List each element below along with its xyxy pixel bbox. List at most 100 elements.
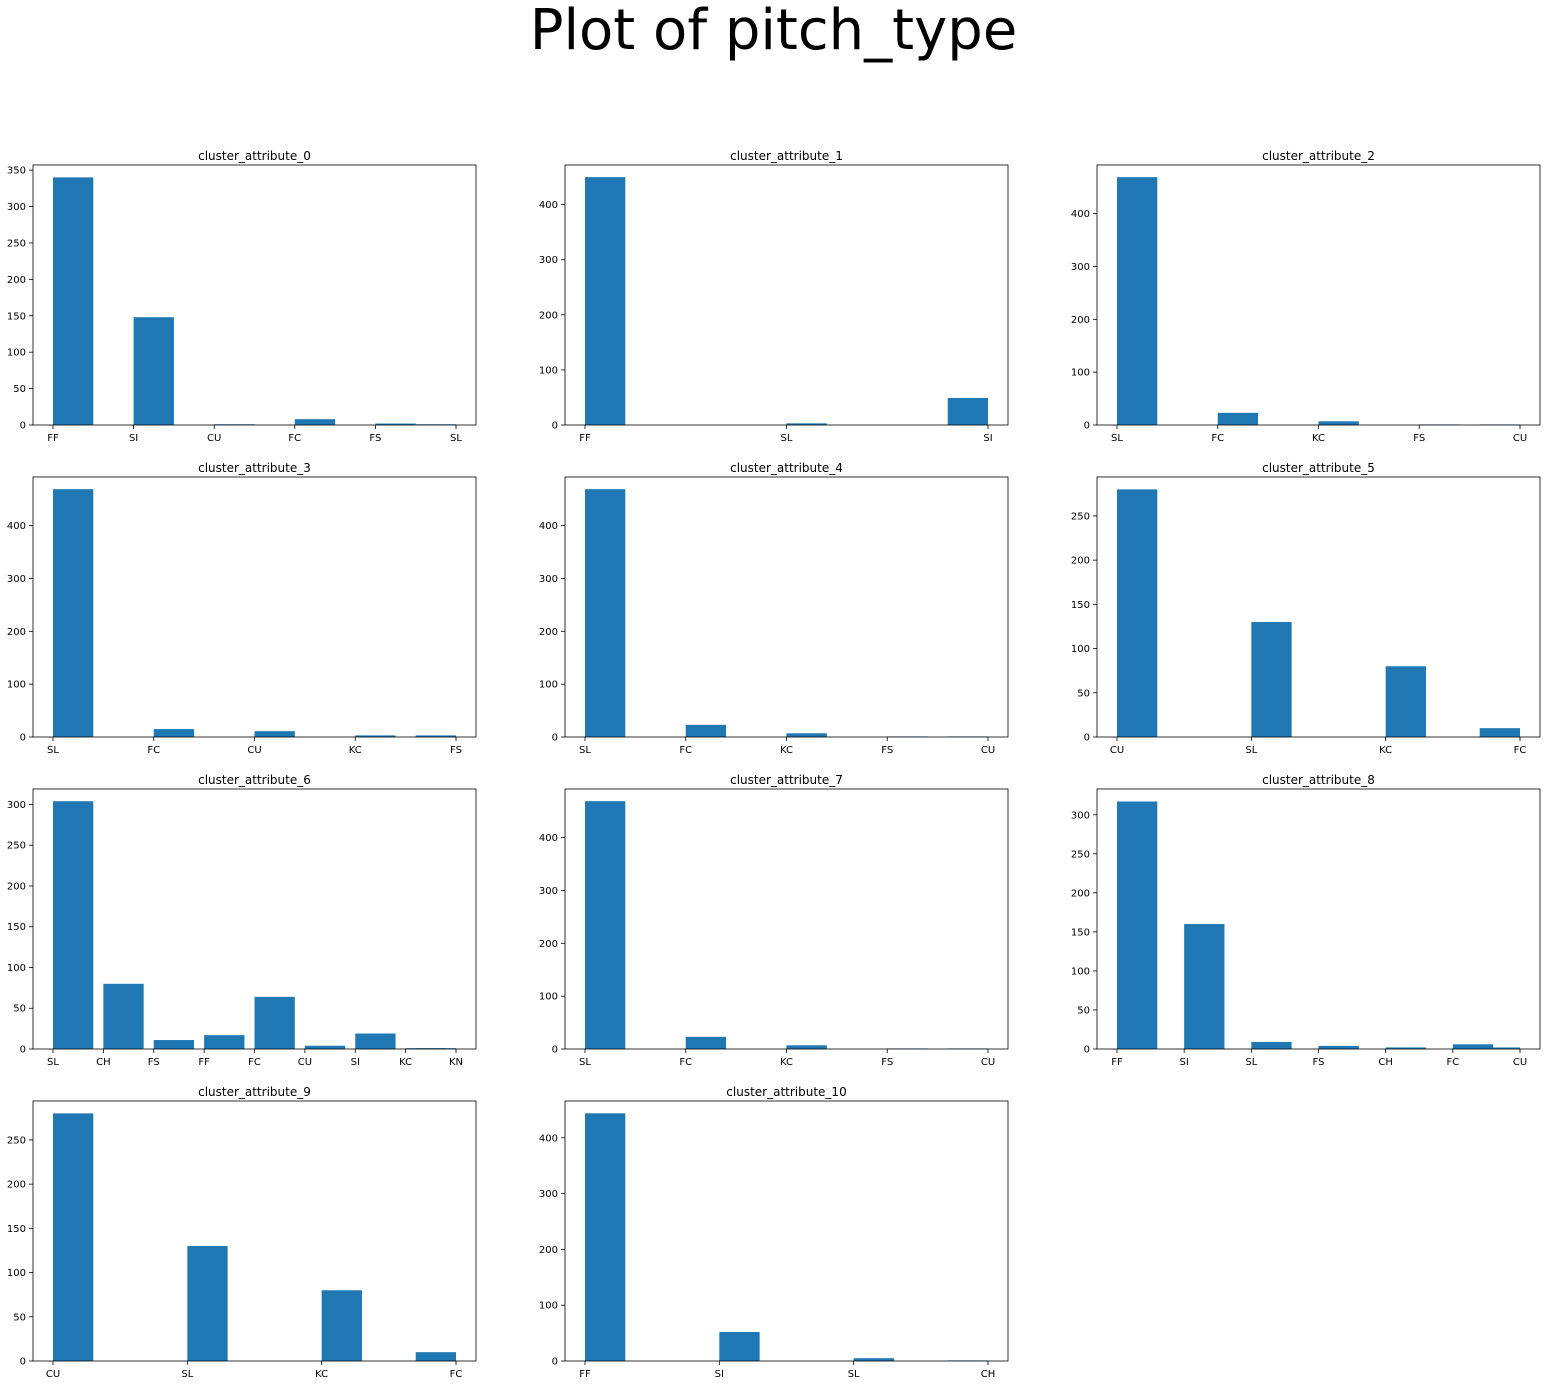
panel-title: cluster_attribute_1 [730, 149, 843, 163]
bar [947, 398, 988, 425]
bar [153, 729, 195, 737]
bar [1318, 421, 1359, 425]
x-tick-label: FC [248, 1057, 261, 1068]
y-tick-label: 150 [1071, 600, 1090, 611]
panel-cluster-attribute-9: cluster_attribute_9 0 50 100 150 200 250 CU SL KC… [7, 1085, 477, 1380]
panel-title: cluster_attribute_0 [198, 149, 311, 163]
x-tick-label: CU [981, 745, 995, 756]
x-tick-label: KC [315, 1369, 328, 1380]
x-tick-label: FC [450, 1369, 463, 1380]
x-tick-label: FS [369, 433, 381, 444]
bar [415, 1048, 456, 1049]
bar [1318, 1045, 1359, 1049]
y-tick-label: 200 [1071, 315, 1090, 326]
y-tick-label: 50 [13, 384, 26, 395]
x-tick-label: CU [298, 1057, 312, 1068]
y-tick-label: 50 [13, 1004, 26, 1015]
y-tick-label: 400 [539, 200, 558, 211]
x-tick-label: SI [715, 1369, 724, 1380]
x-tick-label: KC [349, 745, 362, 756]
y-tick-label: 200 [539, 310, 558, 321]
y-tick-label: 200 [539, 1245, 558, 1256]
bar [1385, 666, 1426, 737]
bar [321, 1290, 362, 1361]
x-tick-label: SL [781, 433, 793, 444]
x-tick-label: SL [1245, 1057, 1257, 1068]
bar [53, 489, 94, 737]
bar [1117, 177, 1158, 425]
y-tick-label: 0 [20, 421, 26, 432]
panel-cluster-attribute-2: cluster_attribute_2 0 100 200 300 400 SL FC KC FS… [1071, 149, 1541, 444]
bar [103, 983, 144, 1049]
y-tick-label: 200 [1071, 556, 1090, 567]
x-tick-label: FC [288, 433, 301, 444]
y-tick-label: 200 [7, 275, 26, 286]
bar [1385, 1047, 1426, 1049]
x-tick-label: SL [579, 745, 591, 756]
y-tick-label: 100 [539, 365, 558, 376]
x-tick-label: KC [780, 745, 793, 756]
bar [153, 1040, 195, 1049]
x-tick-label: FC [1514, 745, 1527, 756]
y-tick-label: 300 [1071, 262, 1090, 273]
x-tick-label: SI [1180, 1057, 1189, 1068]
x-tick-label: CU [247, 745, 261, 756]
panel-cluster-attribute-8: cluster_attribute_8 0 50 100 150 200 250 300 FF S… [1071, 773, 1541, 1068]
y-tick-label: 100 [539, 992, 558, 1003]
axes-frame [564, 476, 1009, 738]
axes-frame [564, 1100, 1009, 1362]
bar [1217, 412, 1259, 425]
axes-frame [32, 1100, 477, 1362]
x-tick-label: FC [147, 745, 160, 756]
x-tick-label: SL [848, 1369, 860, 1380]
bar [685, 724, 727, 737]
y-tick-label: 0 [1084, 421, 1090, 432]
x-tick-label: SL [47, 745, 59, 756]
y-tick-label: 150 [1071, 927, 1090, 938]
panel-title: cluster_attribute_7 [730, 773, 843, 787]
bar [786, 1045, 827, 1049]
x-tick-label: FS [881, 745, 893, 756]
axes-frame [32, 164, 477, 426]
bar [254, 996, 295, 1049]
y-tick-label: 300 [539, 1189, 558, 1200]
y-tick-label: 0 [552, 1045, 558, 1056]
y-tick-label: 200 [7, 1180, 26, 1191]
bar [204, 1035, 245, 1049]
y-tick-label: 400 [7, 521, 26, 532]
y-tick-label: 0 [1084, 733, 1090, 744]
y-tick-label: 300 [539, 574, 558, 585]
bar [1117, 801, 1158, 1049]
panel-title: cluster_attribute_6 [198, 773, 311, 787]
y-tick-label: 300 [539, 255, 558, 266]
y-tick-label: 0 [552, 421, 558, 432]
x-tick-label: FF [579, 433, 591, 444]
x-tick-label: KC [399, 1057, 412, 1068]
y-tick-label: 0 [20, 1045, 26, 1056]
y-tick-label: 400 [1071, 209, 1090, 220]
y-tick-label: 300 [7, 574, 26, 585]
y-tick-label: 400 [539, 833, 558, 844]
x-tick-label: SL [1111, 433, 1123, 444]
bar [355, 1033, 396, 1049]
axes-frame [32, 476, 477, 738]
bar [415, 735, 456, 737]
bar [719, 1331, 760, 1361]
x-tick-label: FC [679, 1057, 692, 1068]
x-tick-label: SL [1245, 745, 1257, 756]
y-tick-label: 100 [539, 1301, 558, 1312]
panel-cluster-attribute-3: cluster_attribute_3 0 100 200 300 400 SL FC CU KC… [7, 461, 477, 756]
bar [254, 731, 295, 737]
bar [187, 1246, 228, 1361]
x-tick-label: SL [579, 1057, 591, 1068]
y-tick-label: 250 [7, 238, 26, 249]
y-tick-label: 250 [7, 1135, 26, 1146]
panel-cluster-attribute-0: cluster_attribute_0 0 50 100 150 200 250 300 350… [7, 149, 477, 444]
y-tick-label: 150 [7, 1224, 26, 1235]
bar [786, 733, 827, 737]
panel-title: cluster_attribute_10 [726, 1085, 846, 1099]
y-tick-label: 300 [7, 202, 26, 213]
bar [853, 1358, 894, 1361]
bar [786, 423, 827, 425]
bar [1452, 1044, 1494, 1049]
